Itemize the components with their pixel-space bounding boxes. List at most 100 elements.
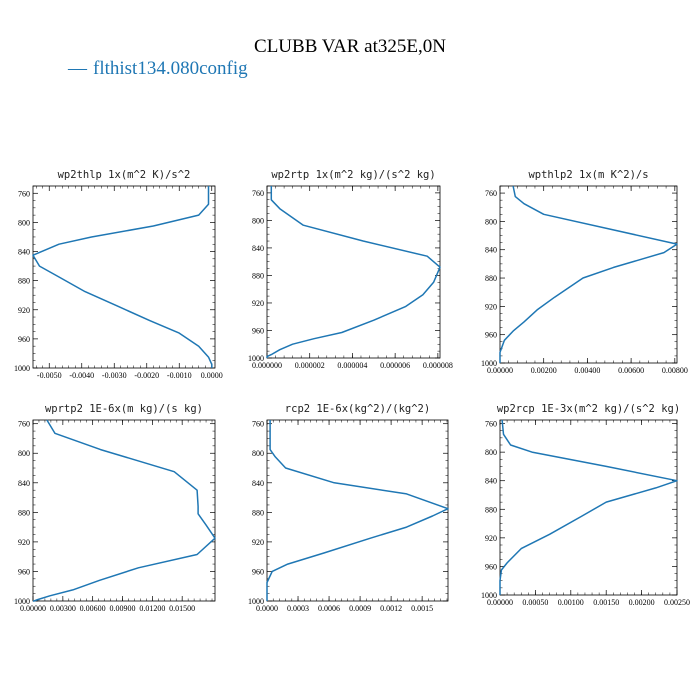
y-tick-label: 1000 [481, 591, 497, 600]
y-tick-label: 760 [485, 420, 497, 429]
legend-label: flthist134.080config [93, 58, 248, 79]
panel-title: wp2rcp 1E-3x(m^2 kg)/(s^2 kg) [497, 403, 680, 415]
x-tick-label: 0.00150 [593, 598, 619, 607]
y-tick-label: 800 [252, 449, 264, 458]
plot-frame [266, 185, 441, 359]
plot-frame [266, 419, 449, 602]
x-tick-label: 0.00100 [558, 598, 584, 607]
profile-line [499, 185, 678, 363]
panel-title: wp2thlp 1x(m^2 K)/s^2 [58, 169, 191, 181]
x-tick-label: -0.0050 [37, 371, 62, 380]
y-tick-label: 1000 [14, 597, 30, 606]
y-tick-label: 920 [485, 534, 497, 543]
x-tick-label: 0.00000 [20, 604, 46, 613]
plot-frame [499, 419, 678, 596]
x-tick-label: 0.00600 [618, 366, 644, 375]
x-tick-label: 0.01500 [169, 604, 195, 613]
y-tick-label: 880 [485, 274, 497, 283]
panel-title: rcp2 1E-6x(kg^2)/(kg^2) [285, 403, 430, 415]
y-tick-label: 880 [18, 277, 30, 286]
x-tick-label: 0.00800 [662, 366, 688, 375]
x-tick-label: 0.0009 [349, 604, 371, 613]
profile-line [266, 186, 441, 358]
y-tick-label: 920 [252, 299, 264, 308]
x-tick-label: 0.00000 [487, 366, 513, 375]
y-tick-label: 1000 [14, 364, 30, 373]
y-tick-label: 800 [252, 216, 264, 225]
profile-line [266, 420, 449, 601]
y-tick-label: 840 [18, 479, 30, 488]
y-tick-label: 1000 [248, 354, 264, 363]
x-tick-label: 0.0000 [256, 604, 278, 613]
chart-panel-2: wp2rtp 1x(m^2 kg)/(s^2 kg) 760 800 840 880 92… [248, 169, 453, 370]
y-tick-label: 800 [18, 218, 30, 227]
chart-panel-5: rcp2 1E-6x(kg^2)/(kg^2) 760 800 840 880 920 96… [248, 403, 449, 613]
x-tick-label: 0.0012 [380, 604, 402, 613]
y-tick-label: 800 [485, 217, 497, 226]
x-tick-label: 0.000000 [252, 361, 282, 370]
y-tick-label: 760 [252, 420, 264, 429]
y-tick-label: 960 [18, 567, 30, 576]
y-tick-label: 920 [18, 306, 30, 315]
x-tick-label: 0.00000 [487, 598, 513, 607]
legend: — flthist134.080config [68, 58, 248, 80]
profile-line [499, 419, 678, 595]
x-tick-label: 0.0003 [287, 604, 309, 613]
y-tick-label: 760 [485, 189, 497, 198]
y-tick-label: 960 [252, 326, 264, 335]
y-tick-label: 760 [18, 189, 30, 198]
x-tick-label: 0.01200 [139, 604, 165, 613]
chart-panel-1: wp2thlp 1x(m^2 K)/s^2 760 800 840 880 920 960 1… [14, 169, 223, 380]
y-tick-label: 840 [18, 248, 30, 257]
y-tick-label: 960 [252, 567, 264, 576]
x-tick-label: 0.00300 [50, 604, 76, 613]
x-tick-label: -0.0040 [69, 371, 94, 380]
y-tick-label: 800 [485, 448, 497, 457]
x-tick-label: -0.0020 [134, 371, 159, 380]
x-tick-label: 0.0015 [411, 604, 433, 613]
y-tick-label: 760 [18, 420, 30, 429]
chart-panel-3: wpthlp2 1x(m K^2)/s 760 800 840 880 920 960 100… [481, 169, 688, 375]
x-tick-label: 0.00050 [522, 598, 548, 607]
x-tick-label: 0.00200 [531, 366, 557, 375]
legend-line-icon: — [68, 58, 87, 79]
y-tick-label: 800 [18, 449, 30, 458]
x-tick-label: 0.00250 [664, 598, 690, 607]
profile-line [32, 186, 213, 368]
x-tick-label: 0.0006 [318, 604, 340, 613]
chart-panel-6: wp2rcp 1E-3x(m^2 kg)/(s^2 kg)760 800 840 88… [481, 403, 690, 607]
y-tick-label: 880 [252, 508, 264, 517]
y-tick-label: 960 [485, 562, 497, 571]
y-tick-label: 840 [252, 244, 264, 253]
y-tick-label: 1000 [481, 359, 497, 368]
x-tick-label: 0.000004 [337, 361, 367, 370]
panel-title: wprtp2 1E-6x(m kg)/(s kg) [45, 403, 203, 415]
y-tick-label: 920 [18, 538, 30, 547]
x-tick-label: 0.00600 [80, 604, 106, 613]
y-tick-label: 880 [18, 508, 30, 517]
x-tick-label: 0.00400 [574, 366, 600, 375]
profile-line [33, 419, 216, 602]
plot-frame [499, 185, 678, 364]
x-tick-label: 0.000006 [380, 361, 410, 370]
y-tick-label: 1000 [248, 597, 264, 606]
plot-frame [32, 419, 216, 602]
chart-panel-4: wprtp2 1E-6x(m kg)/(s kg) 760 800 840 880 920… [14, 403, 216, 613]
x-tick-label: -0.0010 [167, 371, 192, 380]
y-tick-label: 760 [252, 189, 264, 198]
y-tick-label: 880 [252, 271, 264, 280]
y-tick-label: 960 [485, 331, 497, 340]
y-tick-label: 880 [485, 505, 497, 514]
y-tick-label: 840 [252, 479, 264, 488]
x-tick-label: 0.000008 [423, 361, 453, 370]
x-tick-label: 0.00900 [110, 604, 136, 613]
y-tick-label: 920 [485, 302, 497, 311]
y-tick-label: 840 [485, 477, 497, 486]
y-tick-label: 960 [18, 335, 30, 344]
y-tick-label: 920 [252, 538, 264, 547]
figure-title: CLUBB VAR at325E,0N [254, 36, 446, 57]
x-tick-label: -0.0030 [102, 371, 127, 380]
x-tick-label: 0.000002 [295, 361, 325, 370]
y-tick-label: 840 [485, 246, 497, 255]
